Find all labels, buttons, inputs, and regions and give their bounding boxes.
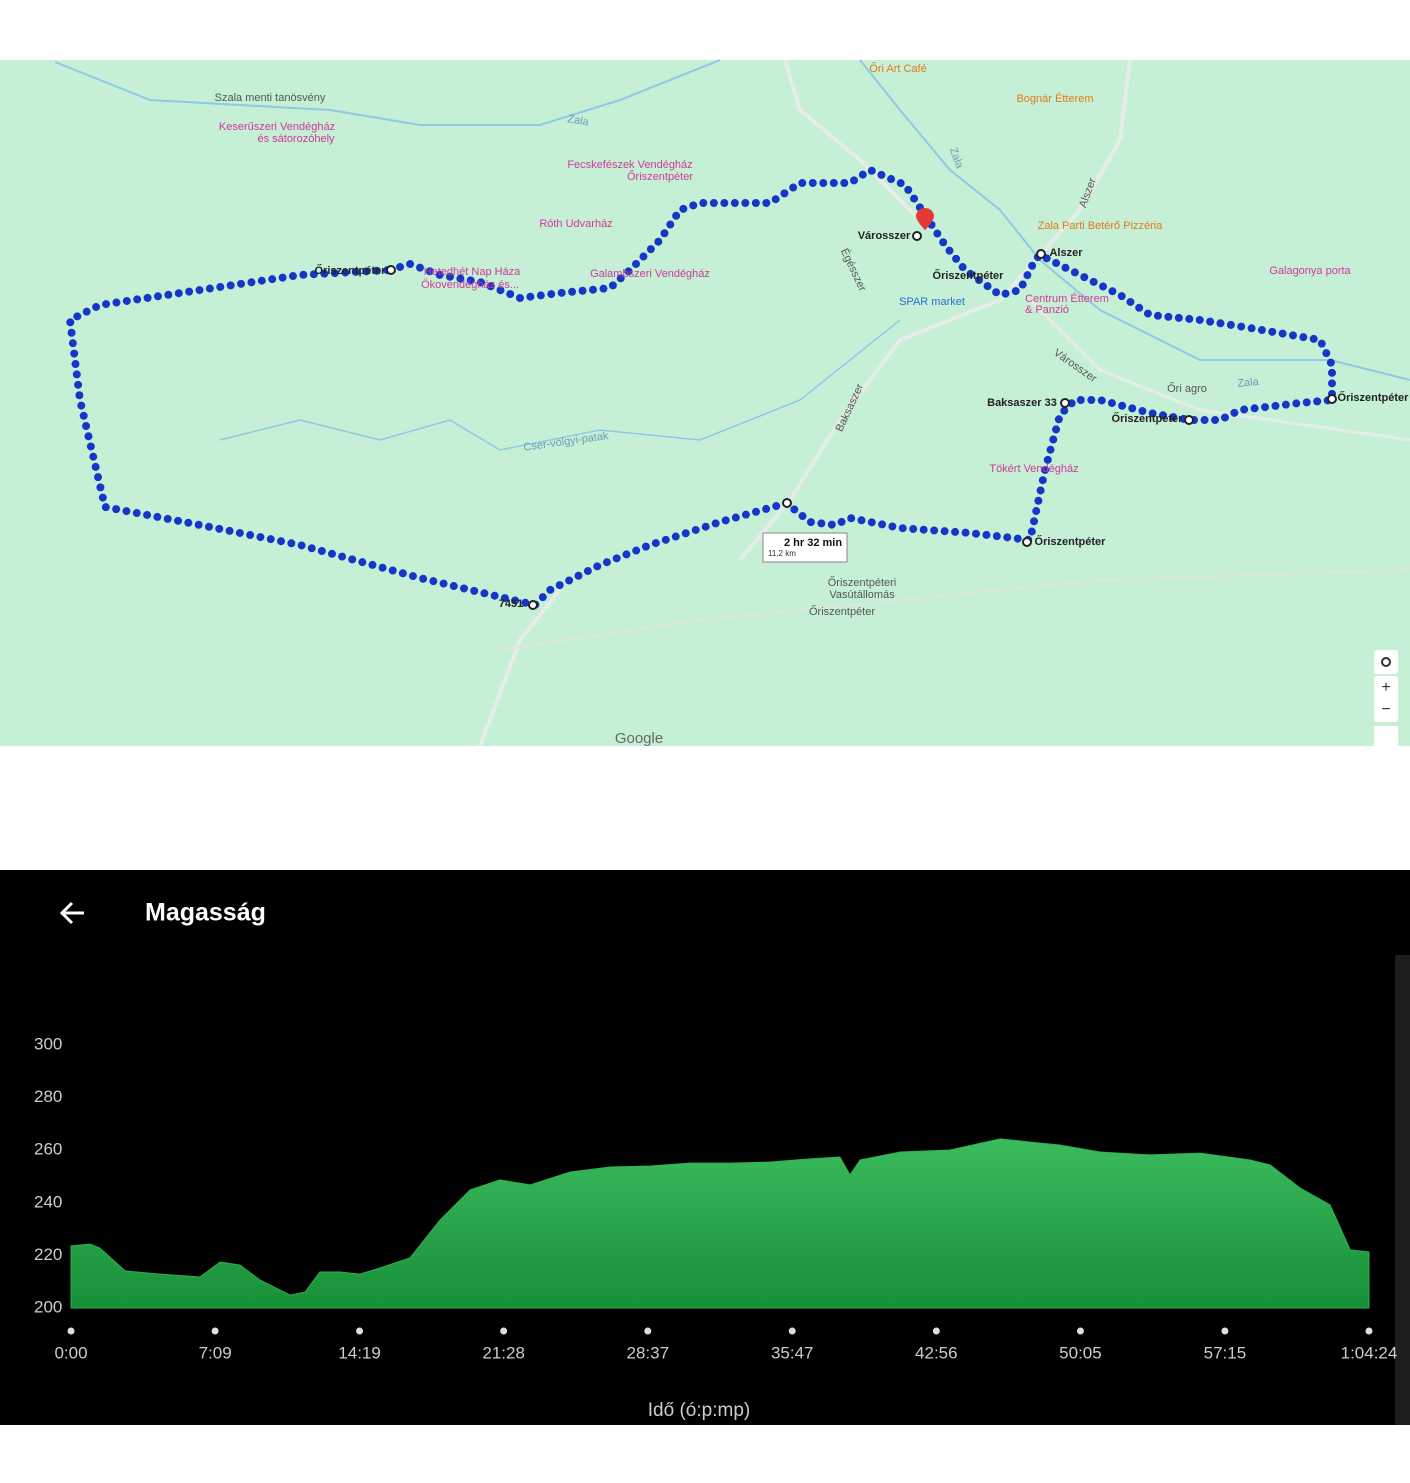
- route-waypoints: [386, 231, 1337, 610]
- map-background: [0, 60, 1410, 746]
- scrollbar: [1395, 955, 1410, 1425]
- x-tick-label: 57:15: [1204, 1343, 1247, 1362]
- zoom-out[interactable]: −: [1381, 701, 1390, 718]
- map-label: Őriszentpéter: [315, 264, 387, 277]
- x-tick-label: 42:56: [915, 1343, 958, 1362]
- map-label: Keserűszeri Vendégház: [219, 121, 335, 133]
- map-logo: Google: [615, 730, 663, 747]
- map-label: Vasútállomás: [829, 589, 895, 601]
- map-controls: + −: [1374, 650, 1398, 746]
- route: [65, 165, 1336, 610]
- map-label: Zala Parti Betérő Pizzéria: [1038, 220, 1164, 232]
- elevation-area: [70, 1138, 1370, 1309]
- x-tick-label: 21:28: [482, 1343, 525, 1362]
- x-tick-label: 50:05: [1059, 1343, 1102, 1362]
- map-label: Tökért Vendégház: [989, 463, 1078, 475]
- y-tick-label: 260: [34, 1140, 62, 1159]
- y-tick-label: 300: [34, 1034, 62, 1053]
- x-tick-mark: [1221, 1327, 1229, 1335]
- pegman[interactable]: [1374, 726, 1398, 746]
- x-tick-mark: [67, 1327, 75, 1335]
- map-label: Zala: [1237, 376, 1260, 390]
- map-label: Baksaszer 33: [987, 397, 1057, 409]
- y-tick-label: 200: [34, 1297, 62, 1316]
- x-tick-label: 14:19: [338, 1343, 381, 1362]
- map-label: Őriszentpéter: [1112, 412, 1184, 425]
- map-label: Őriszentpéter: [809, 604, 875, 618]
- map-label: Galambszeri Vendégház: [590, 268, 710, 280]
- map-label: Galagonya porta: [1269, 265, 1351, 277]
- x-tick-mark: [1365, 1327, 1373, 1335]
- locate-button[interactable]: [1374, 650, 1398, 674]
- app-title: Magasság: [145, 899, 266, 927]
- map-label: és sátorozóhely: [257, 133, 335, 145]
- pin: [916, 208, 934, 230]
- x-tick-mark: [500, 1327, 508, 1335]
- map-label: Centrum Étterem: [1025, 292, 1109, 305]
- map-label: Fecskefészek Vendégház: [567, 159, 692, 171]
- x-tick-label: 0:00: [54, 1343, 87, 1362]
- back-button[interactable]: [59, 901, 84, 925]
- x-tick-label: 28:37: [627, 1343, 670, 1362]
- x-tick-mark: [211, 1327, 219, 1335]
- app-panel: [0, 870, 1410, 1425]
- map-label: Szala menti tanösvény: [215, 92, 326, 104]
- x-axis-label: Idő (ó:p:mp): [648, 1400, 750, 1421]
- map-label: Őriszentpéter: [1035, 535, 1107, 548]
- map-label: Őriszentpéteri: [828, 575, 896, 589]
- map-label: Őriszentpéter: [1338, 391, 1410, 404]
- map-label: Róth Udvarház: [539, 218, 612, 230]
- zoom-in[interactable]: +: [1381, 679, 1390, 696]
- map-label: Őriszentpéter: [933, 269, 1005, 282]
- map-label: Városszer: [858, 230, 911, 242]
- x-tick-label: 7:09: [199, 1343, 232, 1362]
- map-label: & Panzió: [1025, 304, 1069, 316]
- y-tick-label: 240: [34, 1192, 62, 1211]
- map-label: Ökovendégház és...: [421, 279, 519, 291]
- x-tick-mark: [1076, 1327, 1084, 1335]
- map-label: Bognár Étterem: [1016, 92, 1093, 105]
- chart: 200 220 240 260 280 300 0:00 7:09 14:19 21:28 28:3…: [34, 1034, 1397, 1362]
- map-label: Alszer: [1049, 247, 1083, 259]
- zoom-box: [1374, 676, 1398, 722]
- map-label: Őriszentpéter: [627, 169, 693, 183]
- route-distance: 11,2 km: [768, 549, 796, 558]
- map-label: SPAR market: [899, 296, 965, 308]
- x-tick-label: 1:04:24: [1341, 1343, 1398, 1362]
- y-tick-label: 220: [34, 1245, 62, 1264]
- locate-icon: [1381, 657, 1391, 667]
- route-duration: 2 hr 32 min: [784, 537, 842, 549]
- y-tick-label: 280: [34, 1087, 62, 1106]
- x-tick-mark: [356, 1327, 364, 1335]
- x-tick-label: 35:47: [771, 1343, 814, 1362]
- x-tick-mark: [644, 1327, 652, 1335]
- map-label: Hetedhét Nap Háza: [424, 266, 521, 278]
- x-tick-mark: [788, 1327, 796, 1335]
- route-summary: 2 hr 32 min 11,2 km: [762, 532, 848, 563]
- map-label: Őri agro: [1167, 381, 1207, 395]
- map-label: Zala: [566, 113, 590, 129]
- map-label: 7451: [499, 598, 523, 610]
- map-label: Őri Art Café: [869, 61, 926, 75]
- map-features: [54, 59, 1410, 747]
- x-tick-mark: [932, 1327, 940, 1335]
